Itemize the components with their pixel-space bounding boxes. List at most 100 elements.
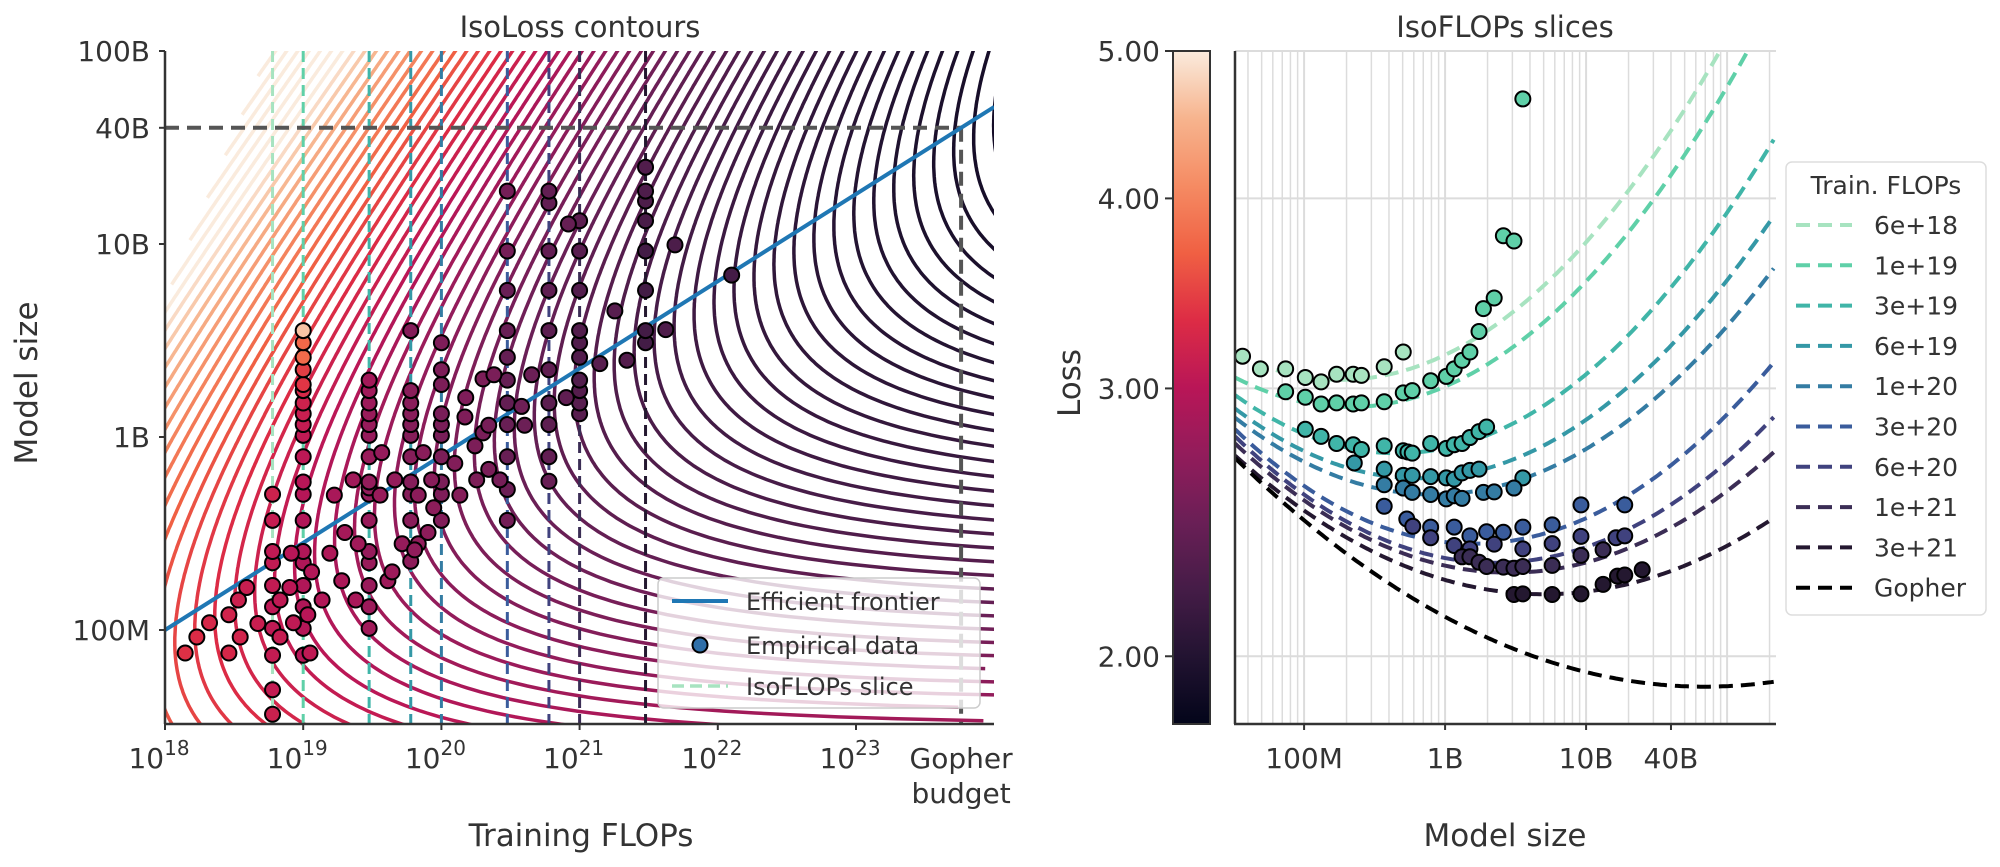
empirical-point xyxy=(188,628,206,646)
empirical-point xyxy=(423,471,441,489)
isoloss-contour xyxy=(252,51,527,724)
empirical-point xyxy=(347,591,365,609)
isoflop-point xyxy=(1470,323,1488,341)
left-legend-box xyxy=(657,577,981,709)
right-legend: Train. FLOPs 6e+18 1e+19 3e+19 6e+19 1e+20 3e… xyxy=(1785,161,1987,616)
isoloss-contour xyxy=(165,51,458,544)
empirical-point xyxy=(571,242,589,260)
isoloss-contour xyxy=(852,51,994,365)
empirical-point xyxy=(301,644,319,662)
right-legend-entries: 6e+18 1e+19 3e+19 6e+19 1e+20 3e+20 6e+20 1e+21… xyxy=(1796,211,1967,603)
empirical-point xyxy=(618,351,636,369)
empirical-point xyxy=(294,473,312,491)
isoflop-point xyxy=(1375,393,1393,411)
colorbar-tick-label: 5.00 xyxy=(1098,35,1160,68)
empirical-point xyxy=(271,628,289,646)
isoloss-contour xyxy=(752,51,994,448)
legend-label: 6e+19 xyxy=(1874,332,1958,361)
empirical-point xyxy=(371,486,389,504)
isoloss-contour xyxy=(240,51,289,116)
right-legend-box xyxy=(1785,161,1987,616)
empirical-point xyxy=(238,579,256,597)
isoflop-fit-curve xyxy=(1235,51,1750,409)
isoflop-point xyxy=(1296,388,1314,406)
legend-label: 1e+20 xyxy=(1874,372,1958,401)
legend-label: 3e+19 xyxy=(1874,292,1958,321)
isoloss-contour xyxy=(170,51,334,286)
empirical-point xyxy=(402,322,420,340)
isoflop-fit-curve xyxy=(1235,454,1775,597)
empirical-point xyxy=(468,471,486,489)
isoflop-point xyxy=(1422,435,1440,453)
isoflop-point xyxy=(1633,561,1651,579)
tick-exponent: 22 xyxy=(717,736,742,760)
empirical-point xyxy=(271,591,289,609)
tick-exponent: 20 xyxy=(440,736,465,760)
empirical-point xyxy=(466,437,484,455)
efficient-frontier-line xyxy=(165,105,994,632)
empirical-point xyxy=(637,281,655,299)
isoloss-contour xyxy=(572,51,994,578)
empirical-point xyxy=(637,158,655,176)
empirical-point xyxy=(432,405,450,423)
isoloss-contour xyxy=(165,51,424,456)
isoflop-fit-curve xyxy=(1235,456,1774,689)
isoflop-point xyxy=(1478,418,1496,436)
empirical-point xyxy=(540,361,558,379)
empirical-point xyxy=(386,471,404,489)
empirical-point xyxy=(419,524,437,542)
isoloss-contour xyxy=(552,51,994,591)
empirical-point xyxy=(249,615,267,633)
isoloss-contour xyxy=(1034,12,1063,186)
y-tick-label: 40B xyxy=(95,112,150,145)
empirical-point xyxy=(432,361,450,379)
empirical-point xyxy=(360,577,378,595)
isoflop-fit-curve xyxy=(1235,51,1723,382)
isoflop-point xyxy=(1328,394,1346,412)
isoflop-point xyxy=(1352,441,1370,459)
empirical-point xyxy=(402,511,420,529)
isoloss-contour xyxy=(951,51,994,252)
legend-label: 1e+21 xyxy=(1874,493,1958,522)
x-tick-label: 1018 xyxy=(128,736,189,775)
empirical-point xyxy=(284,614,302,632)
left-x-axis-label: Training FLOPs xyxy=(468,818,694,854)
isoflop-point xyxy=(1478,523,1496,541)
isoflop-point xyxy=(1485,289,1503,307)
empirical-point xyxy=(498,322,516,340)
legend-label: 3e+21 xyxy=(1874,533,1958,562)
isoloss-contour xyxy=(931,51,994,280)
empirical-point xyxy=(637,212,655,230)
empirical-point xyxy=(220,606,238,624)
right-x-axis-label: Model size xyxy=(1423,818,1586,854)
isoflop-point xyxy=(1394,343,1412,361)
legend-label: Gopher xyxy=(1874,574,1967,603)
empirical-point xyxy=(264,485,282,503)
empirical-point xyxy=(540,242,558,260)
isoloss-contour xyxy=(652,51,994,522)
empirical-point xyxy=(540,394,558,412)
empirical-point xyxy=(571,281,589,299)
isoloss-contour xyxy=(872,51,994,346)
empirical-point xyxy=(176,644,194,662)
y-tick-label: 1B xyxy=(113,421,150,454)
right-chart-title: IsoFLOPs slices xyxy=(1396,10,1613,44)
empirical-point xyxy=(406,541,424,559)
isoloss-contour xyxy=(274,12,292,37)
tick-base: 10 xyxy=(405,742,441,775)
right-x-ticks: 100M 1B 10B 40B xyxy=(1265,724,1698,775)
isoflop-fit-curve xyxy=(1235,361,1776,546)
tick-base: 10 xyxy=(543,742,579,775)
isoflop-point xyxy=(1296,369,1314,387)
isoflop-point xyxy=(1422,485,1440,503)
isoflop-point xyxy=(1403,444,1421,462)
isoloss-contour xyxy=(991,95,994,153)
isoflop-point xyxy=(1572,496,1590,514)
empirical-point xyxy=(498,182,516,200)
isoflop-point xyxy=(1514,585,1532,603)
empirical-point xyxy=(540,448,558,466)
isoflop-point xyxy=(1514,558,1532,576)
empirical-point xyxy=(498,394,516,412)
